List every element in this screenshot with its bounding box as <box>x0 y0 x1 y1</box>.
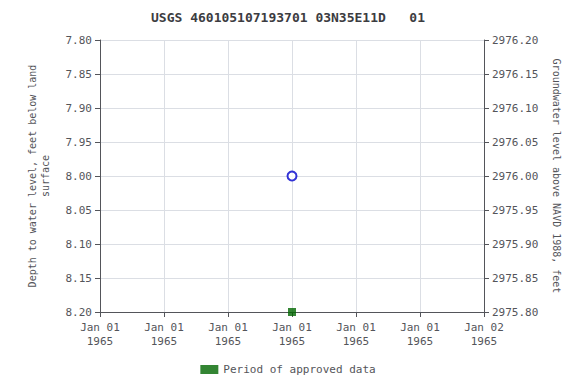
svg-text:2975.85: 2975.85 <box>492 272 538 285</box>
svg-text:2976.05: 2976.05 <box>492 136 538 149</box>
svg-text:2976.00: 2976.00 <box>492 170 538 183</box>
svg-text:7.95: 7.95 <box>66 136 93 149</box>
svg-text:1965: 1965 <box>151 335 178 348</box>
svg-text:1965: 1965 <box>87 335 114 348</box>
svg-text:Jan 01: Jan 01 <box>336 321 376 334</box>
svg-text:1965: 1965 <box>279 335 306 348</box>
svg-text:Period of approved data: Period of approved data <box>223 363 375 376</box>
svg-text:Jan 01: Jan 01 <box>80 321 120 334</box>
svg-text:1965: 1965 <box>407 335 434 348</box>
svg-text:8.00: 8.00 <box>66 170 93 183</box>
svg-text:2976.20: 2976.20 <box>492 34 538 47</box>
svg-text:1965: 1965 <box>471 335 498 348</box>
svg-text:Jan 02: Jan 02 <box>464 321 504 334</box>
svg-text:7.80: 7.80 <box>66 34 93 47</box>
svg-text:surface: surface <box>40 155 51 197</box>
svg-text:2975.95: 2975.95 <box>492 204 538 217</box>
svg-text:Jan 01: Jan 01 <box>208 321 248 334</box>
svg-text:2976.10: 2976.10 <box>492 102 538 115</box>
svg-text:2975.90: 2975.90 <box>492 238 538 251</box>
svg-text:8.05: 8.05 <box>66 204 93 217</box>
svg-text:8.20: 8.20 <box>66 306 93 319</box>
svg-text:8.15: 8.15 <box>66 272 93 285</box>
svg-text:Groundwater level above NAVD 1: Groundwater level above NAVD 1988, feet <box>551 59 562 294</box>
svg-text:2975.80: 2975.80 <box>492 306 538 319</box>
svg-text:2976.15: 2976.15 <box>492 68 538 81</box>
svg-text:7.85: 7.85 <box>66 68 93 81</box>
svg-text:USGS 460105107193701 03N35E11D: USGS 460105107193701 03N35E11D 01 <box>151 10 425 25</box>
svg-text:1965: 1965 <box>215 335 242 348</box>
svg-text:Depth to water level, feet bel: Depth to water level, feet below land <box>27 65 38 288</box>
svg-text:8.10: 8.10 <box>66 238 93 251</box>
svg-text:1965: 1965 <box>343 335 370 348</box>
svg-text:Jan 01: Jan 01 <box>272 321 312 334</box>
svg-text:7.90: 7.90 <box>66 102 93 115</box>
svg-text:Jan 01: Jan 01 <box>144 321 184 334</box>
svg-text:Jan 01: Jan 01 <box>400 321 440 334</box>
